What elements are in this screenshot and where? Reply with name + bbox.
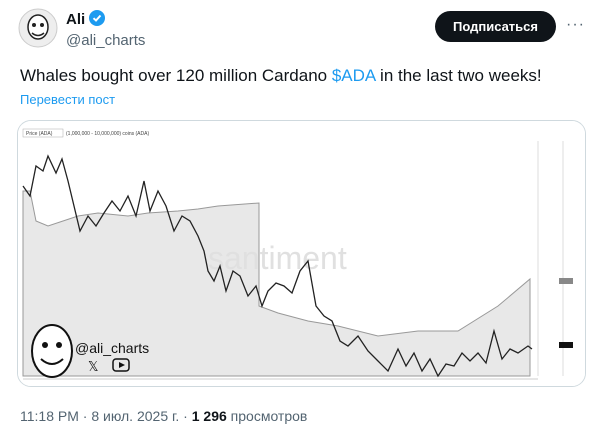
author-handle[interactable]: @ali_charts [66,32,146,49]
cashtag[interactable]: $ADA [331,66,376,85]
post-time[interactable]: 11:18 PM · 8 июл. 2025 г. · [20,408,192,424]
verified-badge [89,10,106,26]
author-name-text: Ali [66,11,86,28]
text-part: Whales bought over 120 million Cardano [20,66,332,85]
signature: @ali_charts [75,340,149,356]
author-name[interactable]: Ali [66,10,106,28]
translate-link[interactable]: Перевести пост [20,92,116,107]
avatar[interactable] [18,8,58,48]
legend-holders: (1,000,000 - 10,000,000) coins (ADA) [66,131,149,137]
more-button[interactable]: ··· [566,16,585,33]
views-label: просмотров [226,408,308,424]
post-meta: 11:18 PM · 8 июл. 2025 г. · 1 296 просмо… [20,408,307,424]
text-part: in the last two weeks! [375,66,542,85]
legend-price: Price (ADA) [26,131,53,137]
chart-image: Price (ADA) (1,000,000 - 10,000,000) coi… [18,121,585,386]
follow-button[interactable]: Подписаться [435,11,556,42]
watermark: santiment [208,240,347,276]
views-count: 1 296 [191,408,227,424]
x-icon: 𝕏 [88,359,98,374]
youtube-icon [112,358,130,372]
signature-avatar [31,324,73,378]
post-image[interactable]: Price (ADA) (1,000,000 - 10,000,000) coi… [17,120,586,387]
post-text: Whales bought over 120 million Cardano $… [20,66,542,86]
